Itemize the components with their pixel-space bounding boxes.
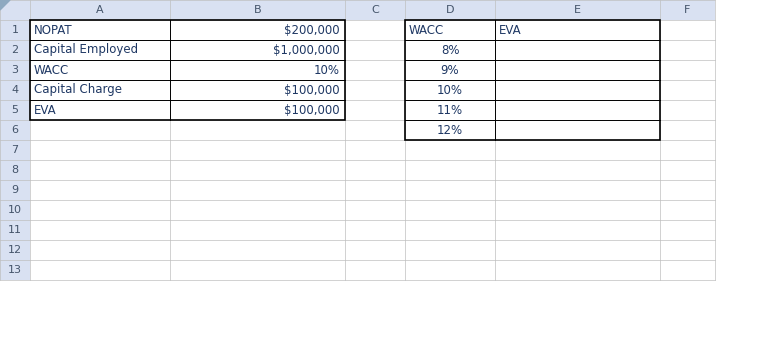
Text: 11: 11 [8, 225, 22, 235]
Bar [0, 40, 30, 60]
Bar [0, 120, 30, 140]
Text: EVA: EVA [34, 104, 57, 117]
Text: NOPAT: NOPAT [34, 24, 73, 36]
Bar [0, 20, 30, 40]
Text: 9: 9 [11, 185, 18, 195]
Text: EVA: EVA [499, 24, 521, 36]
Text: Capital Charge: Capital Charge [34, 83, 122, 96]
Bar [0, 160, 30, 180]
Bar [30, 20, 345, 120]
Text: B: B [254, 5, 261, 15]
Text: D: D [446, 5, 454, 15]
Text: 10: 10 [8, 205, 22, 215]
Bar [0, 260, 30, 280]
Bar [0, 0, 715, 20]
Text: 6: 6 [11, 125, 18, 135]
Text: 7: 7 [11, 145, 18, 155]
Text: 8: 8 [11, 165, 18, 175]
Bar [0, 240, 30, 260]
Bar [0, 80, 30, 100]
Bar [0, 140, 30, 160]
Text: 8%: 8% [441, 44, 459, 57]
Bar [0, 200, 30, 220]
Text: 4: 4 [11, 85, 18, 95]
Text: 13: 13 [8, 265, 22, 275]
Text: 12%: 12% [437, 123, 463, 137]
Text: 5: 5 [11, 105, 18, 115]
Text: 1: 1 [11, 25, 18, 35]
Text: 12: 12 [8, 245, 22, 255]
Text: 3: 3 [11, 65, 18, 75]
Text: 11%: 11% [437, 104, 463, 117]
Text: WACC: WACC [409, 24, 444, 36]
Polygon shape [0, 0, 10, 10]
Text: Capital Employed: Capital Employed [34, 44, 138, 57]
Bar [0, 180, 30, 200]
Text: $100,000: $100,000 [285, 83, 340, 96]
Text: $100,000: $100,000 [285, 104, 340, 117]
Bar [0, 60, 30, 80]
Text: A: A [96, 5, 104, 15]
Bar [0, 220, 30, 240]
Text: F: F [685, 5, 691, 15]
Text: 10%: 10% [314, 63, 340, 76]
Text: C: C [371, 5, 379, 15]
Bar [405, 20, 660, 140]
Bar [0, 100, 30, 120]
Text: 9%: 9% [441, 63, 459, 76]
Text: $200,000: $200,000 [285, 24, 340, 36]
Text: E: E [574, 5, 581, 15]
Text: $1,000,000: $1,000,000 [273, 44, 340, 57]
Text: 10%: 10% [437, 83, 463, 96]
Text: WACC: WACC [34, 63, 69, 76]
Text: 2: 2 [11, 45, 18, 55]
